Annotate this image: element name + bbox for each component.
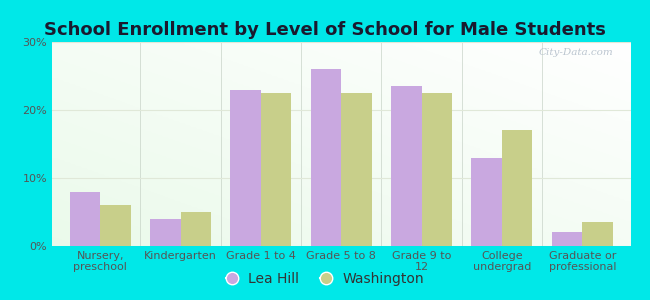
Text: School Enrollment by Level of School for Male Students: School Enrollment by Level of School for… (44, 21, 606, 39)
Bar (261, 93, 291, 246)
Bar (181, 212, 211, 246)
Bar (70, 192, 100, 246)
Bar (471, 158, 502, 246)
Bar (391, 86, 422, 246)
Bar (552, 232, 582, 246)
Bar (100, 205, 131, 246)
Legend: Lea Hill, Washington: Lea Hill, Washington (222, 268, 428, 290)
Bar (341, 93, 372, 246)
Bar (150, 219, 181, 246)
Bar (230, 90, 261, 246)
Bar (311, 69, 341, 246)
Bar (582, 222, 613, 246)
Bar (502, 130, 532, 246)
Text: City-Data.com: City-Data.com (538, 48, 613, 57)
Bar (422, 93, 452, 246)
